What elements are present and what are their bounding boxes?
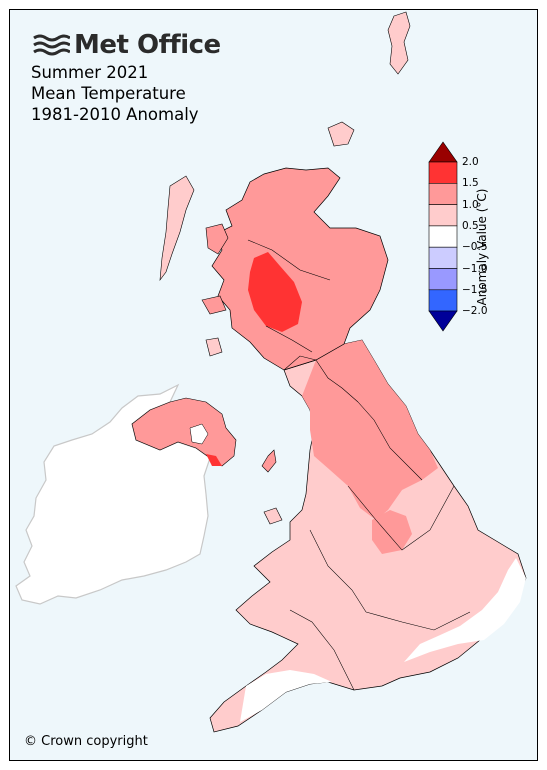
colorbar-over-arrow — [428, 141, 458, 163]
colorbar-bin-6 — [428, 268, 458, 291]
colorbar-title: Anomaly Value (°C) — [475, 188, 489, 306]
colorbar-tick-label: −1.5 — [462, 284, 488, 296]
south-west-cool — [240, 670, 332, 722]
title-season: Summer 2021 — [31, 63, 149, 82]
title-baseline: 1981-2010 Anomaly — [31, 105, 199, 124]
isle-of-man — [261, 449, 277, 473]
colorbar — [428, 141, 458, 332]
colorbar-bin-1 — [428, 161, 458, 184]
logo-text: Met Office — [74, 30, 221, 60]
colorbar-under-arrow — [428, 310, 458, 332]
ni-warm-patch — [206, 454, 222, 466]
met-office-logo: Met Office — [32, 30, 221, 60]
northern-ireland-region — [131, 397, 237, 467]
orkney — [327, 121, 355, 147]
mull — [201, 295, 227, 315]
colorbar-tick-label: 1.5 — [462, 177, 479, 189]
colorbar-tick-label: 1.0 — [462, 199, 479, 211]
colorbar-bin-2 — [428, 183, 458, 205]
colorbar-bin-7 — [428, 289, 458, 312]
title-variable: Mean Temperature — [31, 84, 186, 103]
shetland — [387, 11, 411, 75]
colorbar-bin-3 — [428, 204, 458, 227]
scotland-highlands-hot — [248, 252, 302, 332]
anglesey — [263, 507, 283, 525]
copyright-notice: © Crown copyright — [24, 734, 148, 749]
map-frame: Met Office Summer 2021 Mean Temperature … — [9, 9, 538, 761]
south-east-cool — [404, 558, 526, 662]
colorbar-bin-5 — [428, 246, 458, 269]
north-england-warm — [302, 340, 438, 520]
met-office-wave-icon — [33, 34, 70, 56]
western-isles — [159, 175, 195, 282]
scotland-region — [211, 167, 389, 371]
colorbar-tick-label: 0.5 — [462, 220, 479, 232]
colorbar-tick-label: −2.0 — [462, 305, 488, 317]
region-boundaries — [247, 239, 471, 691]
colorbar-tick-label: 2.0 — [462, 156, 479, 168]
colorbar-tick-label: −0.5 — [462, 241, 488, 253]
lough-neagh — [189, 423, 209, 445]
colorbar-bin-4 — [428, 225, 458, 248]
anomaly-map — [15, 11, 527, 733]
midlands-warm — [372, 510, 412, 554]
colorbar-tick-label: −1.0 — [462, 263, 488, 275]
skye — [205, 223, 229, 255]
islay — [205, 337, 223, 357]
